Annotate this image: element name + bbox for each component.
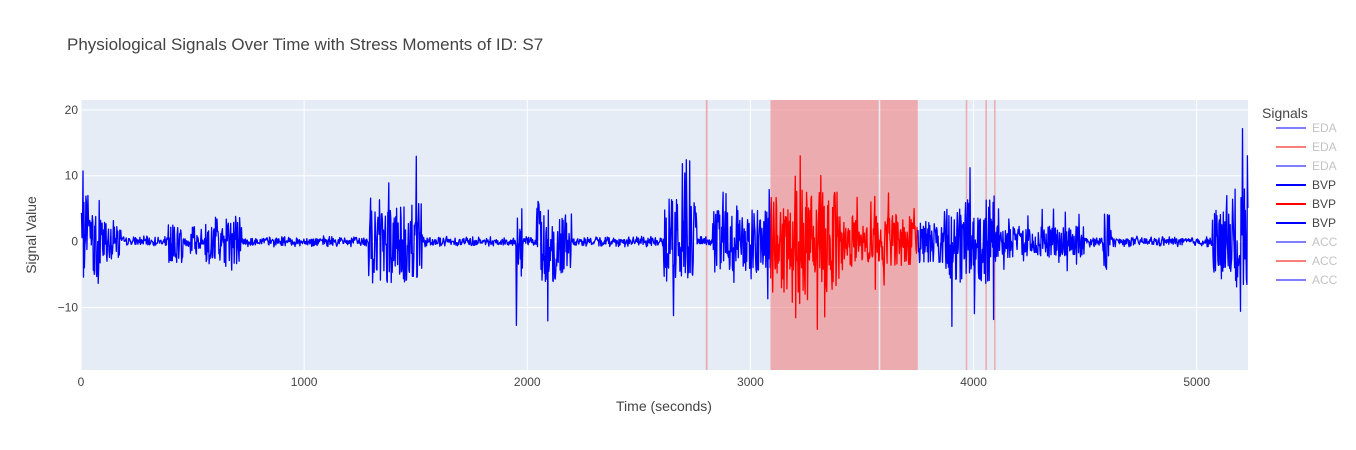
- y-tick-label: 0: [71, 235, 78, 249]
- series-line-bvp: [770, 155, 919, 330]
- series-lines: [80, 127, 1249, 330]
- y-tick-label: 10: [65, 169, 79, 183]
- legend-label: EDA: [1312, 140, 1337, 154]
- y-tick-label: −10: [58, 300, 79, 314]
- legend-label: ACC: [1312, 273, 1338, 287]
- series-line-bvp: [917, 127, 1249, 328]
- chart-title: Physiological Signals Over Time with Str…: [67, 35, 543, 54]
- x-tick-label: 4000: [960, 375, 987, 389]
- legend-label: ACC: [1312, 254, 1338, 268]
- tick-labels: 0 1000 2000 3000 4000 5000 −10 0 10 20: [58, 103, 1211, 389]
- legend-item[interactable]: ACC: [1276, 254, 1338, 268]
- legend[interactable]: Signals EDA EDA EDA BVP BVP BVP ACC ACC ACC: [1262, 105, 1338, 287]
- legend-label: EDA: [1312, 121, 1337, 135]
- stress-region: [705, 100, 708, 370]
- legend-item[interactable]: BVP: [1276, 178, 1336, 192]
- legend-item[interactable]: ACC: [1276, 235, 1338, 249]
- x-tick-label: 1000: [291, 375, 318, 389]
- legend-label: BVP: [1312, 216, 1336, 230]
- legend-item[interactable]: EDA: [1276, 140, 1337, 154]
- legend-item[interactable]: EDA: [1276, 159, 1337, 173]
- x-tick-label: 0: [78, 375, 85, 389]
- legend-item[interactable]: BVP: [1276, 216, 1336, 230]
- legend-label: BVP: [1312, 197, 1336, 211]
- y-tick-label: 20: [65, 103, 79, 117]
- legend-item[interactable]: BVP: [1276, 197, 1336, 211]
- legend-item[interactable]: ACC: [1276, 273, 1338, 287]
- y-axis-title: Signal Value: [23, 196, 39, 274]
- series-line-bvp: [80, 155, 771, 327]
- x-tick-label: 5000: [1183, 375, 1210, 389]
- x-tick-label: 3000: [737, 375, 764, 389]
- legend-label: EDA: [1312, 159, 1337, 173]
- legend-label: BVP: [1312, 178, 1336, 192]
- legend-title: Signals: [1262, 105, 1308, 121]
- x-tick-label: 2000: [514, 375, 541, 389]
- x-axis-title: Time (seconds): [616, 398, 712, 414]
- legend-label: ACC: [1312, 235, 1338, 249]
- legend-item[interactable]: EDA: [1276, 121, 1337, 135]
